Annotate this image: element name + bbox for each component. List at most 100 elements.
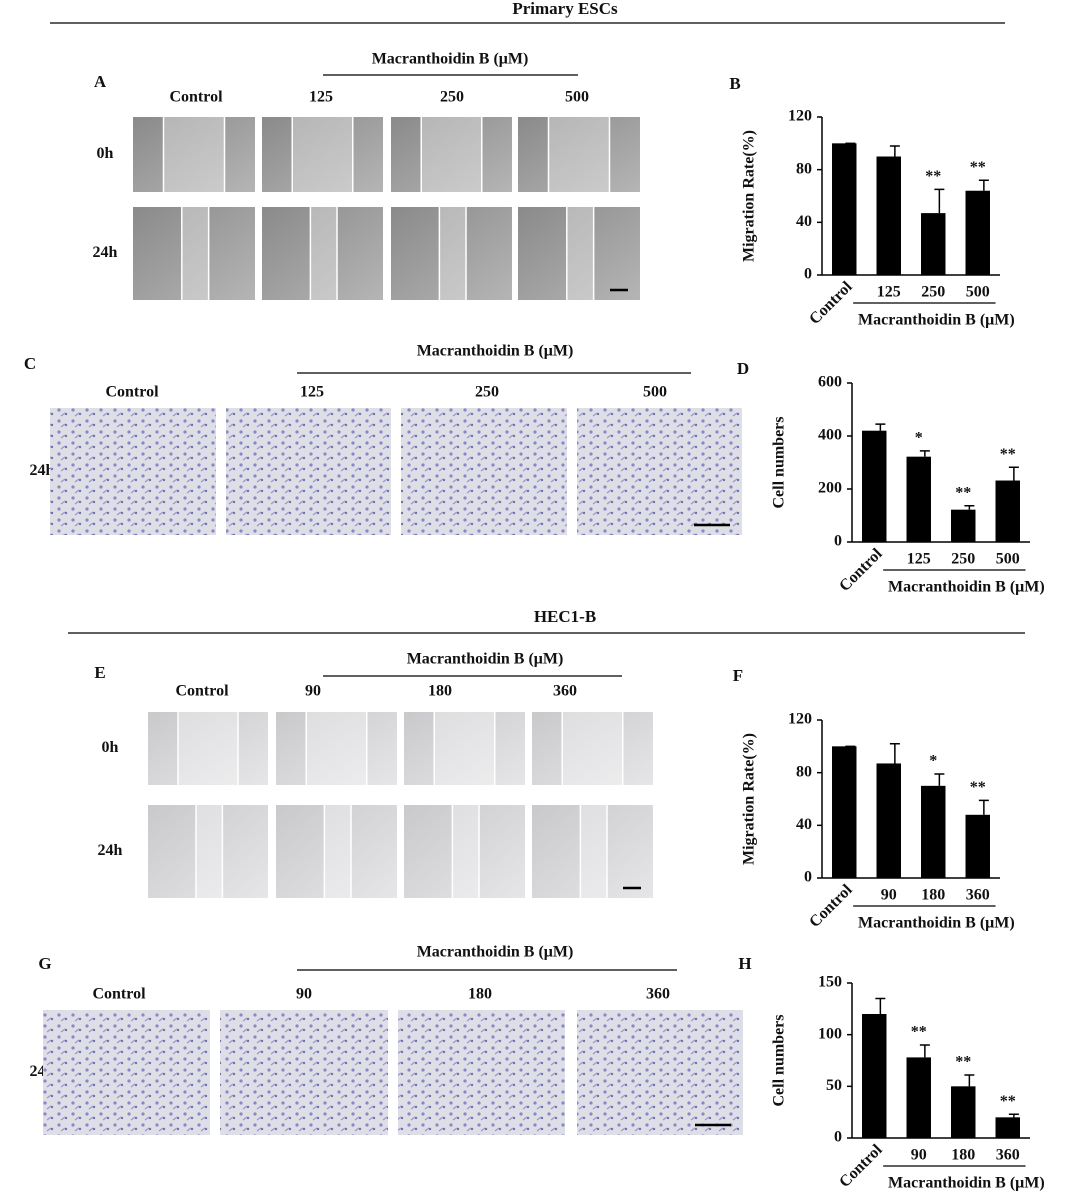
wound-gap xyxy=(306,712,367,785)
x-tick-label: 180 xyxy=(921,887,945,904)
micrograph xyxy=(226,408,391,535)
column-label: 360 xyxy=(553,683,577,700)
error-bar xyxy=(889,145,900,157)
wound-gap xyxy=(324,805,352,898)
micrograph xyxy=(404,712,525,785)
y-axis-label: Cell numbers xyxy=(771,417,788,509)
significance: ** xyxy=(911,1024,927,1041)
x-tick-label: Control xyxy=(836,1141,886,1191)
wound-gap xyxy=(562,712,623,785)
column-label: Control xyxy=(175,683,229,700)
wound-gap xyxy=(421,117,482,192)
y-tick-label: 0 xyxy=(834,533,842,550)
row-label: 0h xyxy=(97,145,114,162)
micrograph xyxy=(133,117,255,192)
micrograph xyxy=(532,712,653,785)
y-axis-label: Migration Rate(%) xyxy=(741,733,758,865)
micrograph xyxy=(532,805,653,898)
x-tick-label: 500 xyxy=(966,284,990,301)
section-title: HEC1-B xyxy=(534,607,596,626)
wound-gap xyxy=(434,712,495,785)
x-tick-label: 125 xyxy=(907,551,931,568)
micrograph xyxy=(133,207,255,300)
y-tick-label: 40 xyxy=(796,816,812,833)
column-label: 125 xyxy=(309,89,333,106)
x-tick-label: 180 xyxy=(951,1147,975,1164)
micrograph xyxy=(404,805,525,898)
y-tick-label: 400 xyxy=(818,427,842,444)
panel-label: F xyxy=(733,666,743,685)
significance: * xyxy=(929,753,937,770)
error-bar xyxy=(1008,1113,1019,1118)
micrograph xyxy=(391,207,512,300)
y-tick-label: 600 xyxy=(818,374,842,391)
significance: ** xyxy=(1000,1093,1016,1110)
y-tick-label: 120 xyxy=(788,108,812,125)
panel-label: G xyxy=(38,954,51,973)
bar xyxy=(862,1014,887,1138)
micrograph xyxy=(262,207,383,300)
y-axis-label: Cell numbers xyxy=(771,1015,788,1107)
wound-gap xyxy=(310,207,338,300)
bar xyxy=(965,190,990,275)
error-bar xyxy=(964,504,975,510)
panel-label: C xyxy=(24,354,36,373)
x-tick-label: 90 xyxy=(881,887,897,904)
column-label: 90 xyxy=(296,986,312,1003)
y-tick-label: 0 xyxy=(804,869,812,886)
wound-gap xyxy=(548,117,610,192)
micrograph xyxy=(276,712,397,785)
error-bar xyxy=(875,997,886,1014)
x-tick-label: Control xyxy=(836,545,886,595)
panel-label: E xyxy=(94,663,105,682)
wound-gap xyxy=(452,805,480,898)
panel-label: D xyxy=(737,359,749,378)
wound-gap xyxy=(580,805,608,898)
wound-gap xyxy=(566,207,594,300)
significance: ** xyxy=(925,168,941,185)
group-label: Macranthoidin B (μM) xyxy=(407,651,564,668)
x-tick-label: 500 xyxy=(996,551,1020,568)
y-tick-label: 200 xyxy=(818,480,842,497)
column-label: Control xyxy=(169,89,223,106)
bar xyxy=(876,763,901,878)
y-tick-label: 0 xyxy=(804,266,812,283)
error-bar xyxy=(875,423,886,431)
x-tick-label: 250 xyxy=(951,551,975,568)
wound-gap xyxy=(196,805,223,898)
wound-gap xyxy=(439,207,467,300)
bar xyxy=(832,143,857,275)
error-bar xyxy=(964,1074,975,1087)
x-tick-label: Control xyxy=(806,881,856,931)
column-label: 250 xyxy=(440,89,464,106)
x-tick-label: 90 xyxy=(911,1147,927,1164)
y-tick-label: 40 xyxy=(796,213,812,230)
x-tick-label: 125 xyxy=(877,284,901,301)
x-tick-label: 360 xyxy=(966,887,990,904)
group-label: Macranthoidin B (μM) xyxy=(372,51,529,68)
bar xyxy=(995,480,1020,542)
error-bar xyxy=(978,799,989,815)
y-tick-label: 80 xyxy=(796,160,812,177)
bar xyxy=(862,430,887,542)
micrograph xyxy=(50,408,216,535)
x-group-label: Macranthoidin B (μM) xyxy=(888,1175,1045,1192)
y-tick-label: 150 xyxy=(818,974,842,991)
bar xyxy=(951,1086,976,1138)
y-tick-label: 0 xyxy=(834,1129,842,1146)
micrograph xyxy=(148,805,268,898)
significance: ** xyxy=(970,779,986,796)
column-label: Control xyxy=(105,384,159,401)
error-bar xyxy=(889,742,900,764)
micrograph xyxy=(577,408,742,535)
row-label: 24h xyxy=(98,842,123,859)
micrograph xyxy=(391,117,512,192)
bar xyxy=(921,213,946,275)
bar xyxy=(876,156,901,275)
row-label: 24h xyxy=(30,462,55,479)
micrograph xyxy=(148,712,268,785)
micrograph xyxy=(518,207,640,300)
column-label: 180 xyxy=(428,683,452,700)
column-label: Control xyxy=(92,986,146,1003)
